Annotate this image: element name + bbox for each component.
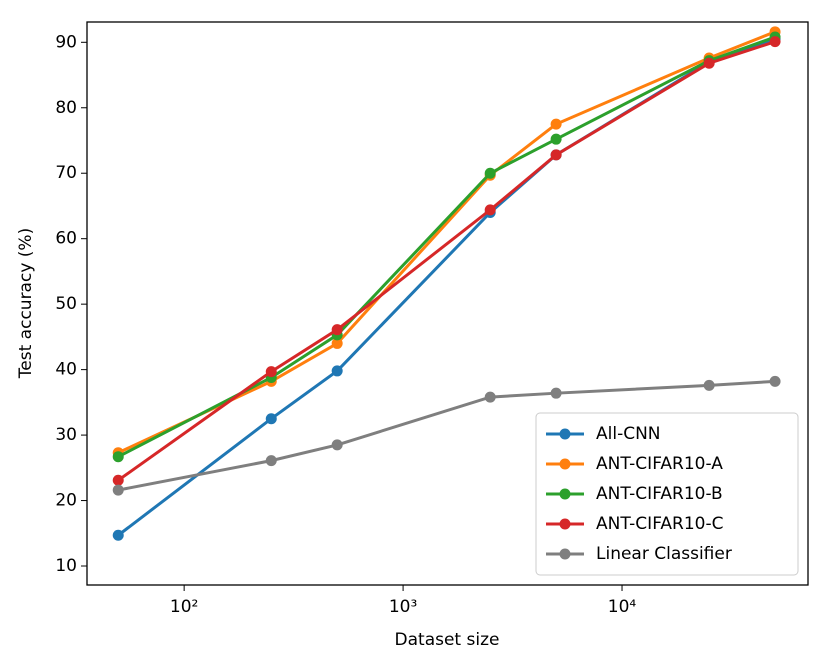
point: [550, 118, 562, 130]
point: [112, 484, 124, 496]
point: [550, 387, 562, 399]
legend-label: All-CNN: [596, 424, 661, 444]
legend-marker: [559, 488, 571, 500]
x-tick-label: 10³: [389, 597, 417, 617]
legend-box: [535, 412, 799, 576]
point: [769, 375, 781, 387]
y-tick-label: 60: [55, 229, 77, 249]
point: [550, 133, 562, 145]
point: [703, 57, 715, 69]
y-tick-label: 40: [55, 360, 77, 380]
point: [112, 474, 124, 486]
point: [484, 167, 496, 179]
point: [112, 451, 124, 463]
y-tick-label: 50: [55, 294, 77, 314]
point: [769, 36, 781, 48]
point: [331, 365, 343, 377]
point: [703, 379, 715, 391]
y-axis-label: Test accuracy (%): [16, 228, 36, 379]
legend-marker: [559, 458, 571, 470]
legend-marker: [559, 518, 571, 530]
plot-frame: [86, 21, 809, 586]
legend-label: ANT-CIFAR10-C: [596, 514, 723, 534]
point: [265, 366, 277, 378]
y-tick-label: 30: [55, 425, 77, 445]
point: [265, 413, 277, 425]
point: [550, 149, 562, 161]
legend-marker: [559, 548, 571, 560]
point: [112, 529, 124, 541]
y-tick-label: 80: [55, 98, 77, 118]
y-tick-label: 70: [55, 163, 77, 183]
point: [484, 204, 496, 216]
x-axis-label: Dataset size: [395, 630, 500, 650]
series-line: [117, 35, 776, 459]
legend-marker: [559, 428, 571, 440]
point: [331, 439, 343, 451]
point: [484, 391, 496, 403]
x-tick-label: 10²: [170, 597, 198, 617]
y-tick-label: 20: [55, 491, 77, 511]
x-tick-label: 10⁴: [608, 597, 637, 617]
legend-label: Linear Classifier: [596, 544, 732, 564]
point: [331, 324, 343, 336]
point: [265, 455, 277, 467]
point: [331, 337, 343, 349]
y-tick-label: 10: [55, 556, 77, 576]
y-tick-label: 90: [55, 32, 77, 52]
legend-label: ANT-CIFAR10-A: [596, 454, 723, 474]
legend-label: ANT-CIFAR10-B: [596, 484, 723, 504]
